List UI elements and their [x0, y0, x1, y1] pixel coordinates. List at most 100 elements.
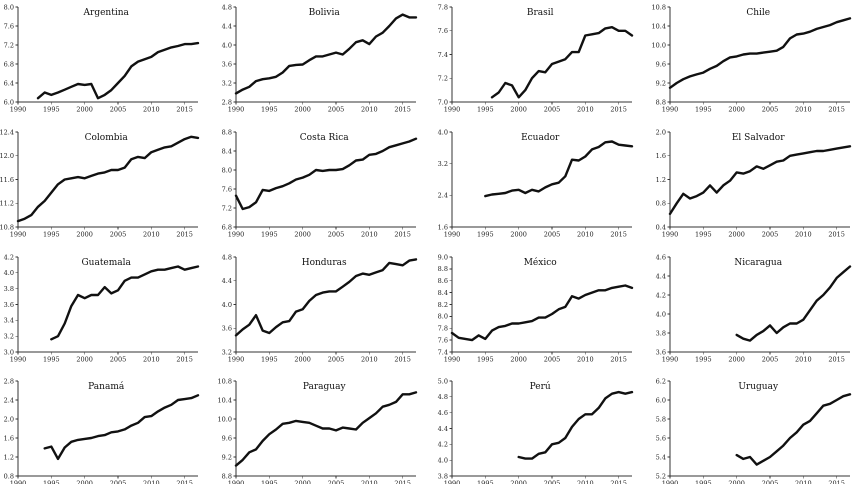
x-tick-label: 1990: [10, 480, 27, 484]
axis-frame: [451, 257, 632, 353]
x-tick-label: 1995: [261, 231, 278, 239]
x-tick-label: 1990: [228, 356, 245, 364]
x-tick-label: 2000: [728, 480, 745, 484]
y-tick-label: 4.8: [222, 3, 232, 11]
x-tick-label: 2000: [76, 480, 93, 484]
y-tick-label: 2.4: [438, 192, 448, 200]
y-tick-label: 3.8: [438, 472, 448, 480]
x-tick-label: 2005: [762, 106, 779, 114]
y-tick-label: 1.6: [656, 152, 666, 160]
y-tick-label: 3.2: [222, 348, 232, 356]
y-tick-label: 7.8: [438, 3, 448, 11]
x-tick-label: 1995: [477, 106, 494, 114]
y-tick-label: 5.2: [656, 472, 666, 480]
x-tick-label: 2015: [828, 480, 845, 484]
x-tick-label: 1990: [10, 106, 27, 114]
y-tick-label: 8.0: [438, 313, 448, 321]
y-tick-label: 1.2: [4, 453, 14, 461]
y-tick-label: 4.4: [438, 425, 448, 433]
x-tick-label: 2015: [610, 356, 627, 364]
y-tick-label: 4.2: [4, 253, 14, 261]
x-tick-label: 2010: [361, 480, 378, 484]
x-tick-label: 2005: [110, 106, 127, 114]
y-tick-label: 7.2: [438, 75, 448, 83]
y-tick-label: 0.8: [656, 200, 666, 208]
y-tick-label: 8.4: [438, 289, 448, 297]
y-tick-label: 4.6: [438, 409, 448, 417]
x-tick-label: 2005: [110, 480, 127, 484]
y-tick-label: 3.2: [438, 160, 448, 168]
y-tick-label: 10.4: [652, 22, 666, 30]
y-tick-label: 11.2: [0, 200, 14, 208]
y-tick-label: 4.0: [222, 301, 232, 309]
y-tick-label: 3.6: [4, 301, 14, 309]
x-tick-label: 2015: [610, 231, 627, 239]
series-line-guatemala: [50, 265, 200, 341]
chart-bolivia: 2.8 3.2 3.6 4.0 4.4 4.8 1990 1995 2000 2005 2010 20…: [222, 3, 418, 114]
chart-title: Panamá: [88, 381, 125, 392]
axis-frame: [235, 257, 416, 353]
series-line-paraguay: [234, 391, 418, 467]
x-tick-label: 1990: [444, 356, 461, 364]
x-tick-label: 2005: [544, 356, 561, 364]
x-tick-label: 2010: [361, 106, 378, 114]
chart-title: Costa Rica: [300, 133, 349, 143]
series-line-honduras: [234, 258, 418, 337]
chart-title: Brasil: [527, 8, 554, 18]
chart-colombia: 10.8 11.2 11.6 12.0 12.4 1990 1995 2000 2005 2010…: [0, 128, 200, 239]
y-tick-label: 1.6: [4, 434, 14, 442]
y-tick-label: 4.0: [438, 456, 448, 464]
y-tick-label: 2.8: [4, 377, 14, 385]
y-tick-label: 8.8: [438, 265, 448, 273]
x-tick-label: 2000: [76, 356, 93, 364]
x-tick-label: 2005: [544, 231, 561, 239]
x-tick-label: 2010: [795, 480, 812, 484]
y-tick-label: 5.4: [656, 453, 666, 461]
x-tick-label: 2005: [328, 480, 345, 484]
y-tick-label: 4.8: [438, 393, 448, 401]
y-tick-label: 6.8: [222, 223, 232, 231]
chart-honduras: 3.2 3.6 4.0 4.4 4.8 1990 1995 2000 2005 2010 2015 H…: [222, 253, 418, 364]
x-tick-label: 2000: [294, 106, 311, 114]
x-tick-label: 1995: [261, 480, 278, 484]
y-tick-label: 8.2: [438, 301, 448, 309]
x-tick-label: 1990: [444, 480, 461, 484]
y-tick-label: 3.2: [222, 79, 232, 87]
x-tick-label: 2015: [394, 231, 411, 239]
x-tick-label: 2005: [762, 356, 779, 364]
series-line-brasil: [490, 26, 634, 99]
y-tick-label: 8.8: [656, 98, 666, 106]
chart-peru: 3.8 4.0 4.2 4.4 4.6 4.8 5.0 1990 1995 2000 2005 201…: [438, 377, 634, 484]
chart-title: Chile: [746, 8, 770, 18]
x-tick-label: 2010: [577, 106, 594, 114]
x-tick-label: 2005: [762, 480, 779, 484]
x-tick-label: 2000: [76, 231, 93, 239]
y-tick-label: 5.0: [438, 377, 448, 385]
y-tick-label: 0.8: [4, 472, 14, 480]
x-tick-label: 2010: [361, 231, 378, 239]
chart-argentina: 6.0 6.4 6.8 7.2 7.6 8.0 1990 1995 2000 2005 2010 20…: [4, 3, 200, 114]
x-tick-label: 2015: [610, 480, 627, 484]
y-tick-label: 3.6: [222, 325, 232, 333]
x-tick-label: 2015: [828, 356, 845, 364]
y-tick-label: 10.0: [218, 415, 232, 423]
y-tick-label: 2.8: [222, 98, 232, 106]
y-tick-label: 6.0: [656, 396, 666, 404]
x-tick-label: 1990: [662, 231, 679, 239]
series-line-peru: [517, 390, 634, 460]
y-tick-label: 9.2: [656, 79, 666, 87]
x-tick-label: 2000: [510, 106, 527, 114]
chart-title: México: [524, 257, 557, 268]
x-tick-label: 2010: [361, 356, 378, 364]
chart-title: Perú: [530, 381, 551, 392]
y-tick-label: 2.0: [4, 415, 14, 423]
x-tick-label: 2015: [394, 106, 411, 114]
x-tick-label: 2000: [294, 480, 311, 484]
x-tick-label: 1995: [261, 356, 278, 364]
x-tick-label: 2000: [728, 356, 745, 364]
chart-el-salvador: 0.4 0.8 1.2 1.6 2.0 1990 1995 2000 2005 2010 2015 E…: [656, 128, 852, 239]
y-tick-label: 4.4: [656, 272, 666, 280]
y-tick-label: 7.2: [222, 204, 232, 212]
y-tick-label: 7.2: [4, 41, 14, 49]
